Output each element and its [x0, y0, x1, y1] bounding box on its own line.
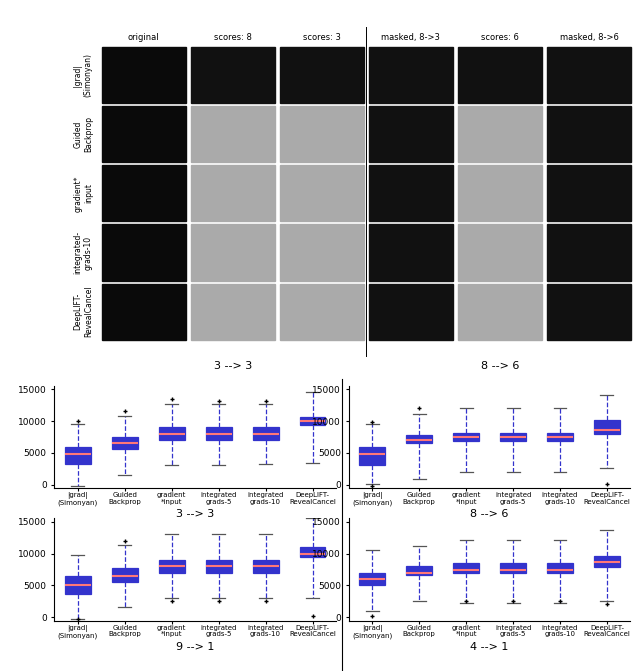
- PathPatch shape: [253, 560, 278, 573]
- PathPatch shape: [360, 447, 385, 465]
- Text: |grad|
(Simonyan): |grad| (Simonyan): [74, 53, 93, 97]
- PathPatch shape: [453, 563, 479, 573]
- PathPatch shape: [594, 420, 620, 434]
- PathPatch shape: [112, 568, 138, 582]
- Bar: [369, 47, 453, 103]
- Bar: [458, 106, 542, 162]
- X-axis label: 8 --> 6: 8 --> 6: [470, 509, 509, 519]
- Bar: [280, 106, 364, 162]
- Bar: [547, 224, 631, 280]
- Bar: [547, 165, 631, 221]
- PathPatch shape: [159, 427, 185, 440]
- Text: 8 --> 6: 8 --> 6: [481, 361, 519, 371]
- Text: scores: 8: scores: 8: [214, 33, 252, 42]
- Bar: [547, 47, 631, 103]
- Bar: [547, 106, 631, 162]
- Bar: [191, 106, 275, 162]
- PathPatch shape: [300, 417, 326, 425]
- PathPatch shape: [65, 576, 91, 594]
- Bar: [369, 165, 453, 221]
- PathPatch shape: [253, 427, 278, 440]
- PathPatch shape: [500, 563, 526, 573]
- PathPatch shape: [547, 563, 573, 573]
- Bar: [102, 106, 186, 162]
- X-axis label: 4 --> 1: 4 --> 1: [470, 641, 509, 652]
- Bar: [458, 47, 542, 103]
- Text: original: original: [128, 33, 159, 42]
- Bar: [369, 284, 453, 340]
- Bar: [191, 284, 275, 340]
- Bar: [369, 224, 453, 280]
- Bar: [102, 284, 186, 340]
- PathPatch shape: [453, 433, 479, 442]
- Bar: [458, 224, 542, 280]
- Bar: [280, 284, 364, 340]
- PathPatch shape: [65, 447, 91, 464]
- PathPatch shape: [406, 566, 432, 575]
- Text: masked, 8->6: masked, 8->6: [559, 33, 618, 42]
- Bar: [369, 106, 453, 162]
- Text: 3 --> 3: 3 --> 3: [214, 361, 252, 371]
- PathPatch shape: [594, 556, 620, 567]
- X-axis label: 3 --> 3: 3 --> 3: [176, 509, 214, 519]
- X-axis label: 9 --> 1: 9 --> 1: [176, 641, 214, 652]
- Text: DeepLIFT-
RevealCancel: DeepLIFT- RevealCancel: [74, 286, 93, 338]
- PathPatch shape: [112, 437, 138, 449]
- Bar: [191, 165, 275, 221]
- Bar: [280, 47, 364, 103]
- Bar: [102, 165, 186, 221]
- Text: masked, 8->3: masked, 8->3: [381, 33, 440, 42]
- Bar: [102, 47, 186, 103]
- PathPatch shape: [206, 560, 232, 573]
- Bar: [280, 165, 364, 221]
- Text: scores: 3: scores: 3: [303, 33, 341, 42]
- PathPatch shape: [300, 547, 326, 557]
- Text: integrated-
grads-10: integrated- grads-10: [74, 231, 93, 274]
- Bar: [458, 284, 542, 340]
- Bar: [547, 284, 631, 340]
- Text: scores: 6: scores: 6: [481, 33, 519, 42]
- PathPatch shape: [159, 560, 185, 573]
- Bar: [102, 224, 186, 280]
- PathPatch shape: [360, 573, 385, 585]
- Bar: [191, 224, 275, 280]
- Text: Guided
Backprop: Guided Backprop: [74, 116, 93, 152]
- PathPatch shape: [547, 433, 573, 442]
- Bar: [191, 47, 275, 103]
- Bar: [280, 224, 364, 280]
- Text: gradient*
input: gradient* input: [74, 175, 93, 211]
- PathPatch shape: [500, 433, 526, 442]
- PathPatch shape: [406, 435, 432, 444]
- PathPatch shape: [206, 427, 232, 440]
- Bar: [458, 165, 542, 221]
